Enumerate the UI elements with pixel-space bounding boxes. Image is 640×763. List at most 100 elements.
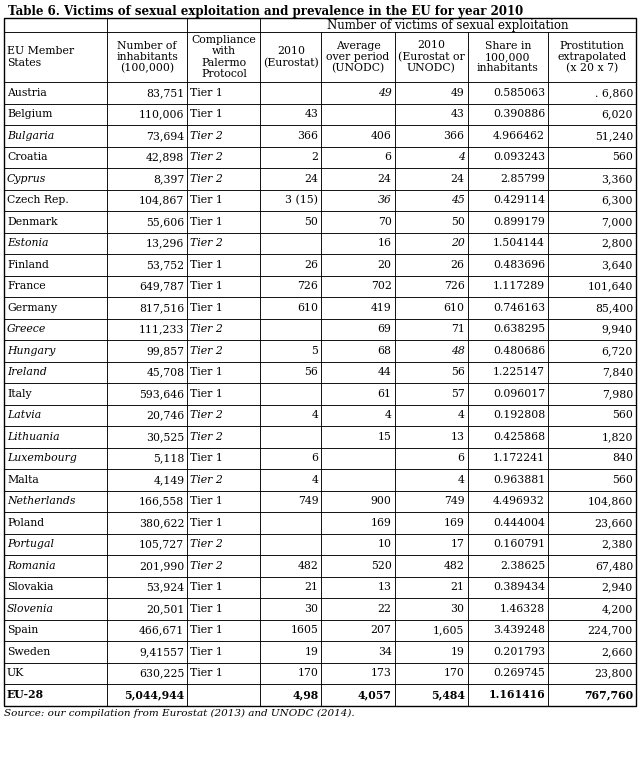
Bar [468,168,548,189]
Bar [4,211,107,233]
Text: 21: 21 [305,582,319,592]
Text: 4,149: 4,149 [153,475,184,485]
Bar [548,340,636,362]
Bar [394,555,468,577]
Bar [260,598,321,620]
Text: Tier 1: Tier 1 [190,195,223,205]
Text: 0.093243: 0.093243 [493,153,545,163]
Bar [321,555,394,577]
Text: 0.201793: 0.201793 [493,647,545,657]
Bar [468,82,548,104]
Bar [321,641,394,662]
Text: 83,751: 83,751 [146,88,184,98]
Text: 2.85799: 2.85799 [500,174,545,184]
Text: 51,240: 51,240 [595,130,633,140]
Text: 482: 482 [444,561,465,571]
Text: 19: 19 [305,647,319,657]
Text: 1.46328: 1.46328 [500,604,545,613]
Text: Poland: Poland [7,518,44,528]
Text: 49: 49 [378,88,392,98]
Text: 4: 4 [312,410,319,420]
Bar [548,318,636,340]
Bar [394,662,468,684]
Text: 593,646: 593,646 [140,389,184,399]
Bar [548,297,636,318]
Text: 380,622: 380,622 [139,518,184,528]
Bar [107,318,188,340]
Bar [548,146,636,168]
Text: 30: 30 [451,604,465,613]
Bar [260,168,321,189]
Bar [468,598,548,620]
Bar [394,426,468,448]
Bar [468,512,548,533]
Text: 1.161416: 1.161416 [488,689,545,700]
Bar [107,491,188,512]
Text: Tier 1: Tier 1 [190,453,223,463]
Text: 6,300: 6,300 [602,195,633,205]
Text: Bulgaria: Bulgaria [7,130,54,140]
Bar [4,491,107,512]
Bar [4,620,107,641]
Bar [468,146,548,168]
Text: 630,225: 630,225 [139,668,184,678]
Bar [260,275,321,297]
Bar [260,383,321,404]
Bar [548,684,636,706]
Bar [394,684,468,706]
Bar [468,533,548,555]
Bar [107,577,188,598]
Text: Tier 1: Tier 1 [190,367,223,377]
Text: Luxembourg: Luxembourg [7,453,77,463]
Bar [188,146,260,168]
Text: 726: 726 [298,282,319,291]
Bar [394,189,468,211]
Bar [321,168,394,189]
Text: 0.390886: 0.390886 [493,109,545,119]
Text: 17: 17 [451,539,465,549]
Text: 13: 13 [378,582,392,592]
Bar [188,32,260,82]
Bar [188,598,260,620]
Bar [321,233,394,254]
Text: 173: 173 [371,668,392,678]
Text: 61: 61 [378,389,392,399]
Bar [394,404,468,426]
Bar [4,168,107,189]
Text: Tier 1: Tier 1 [190,582,223,592]
Text: 4: 4 [458,153,465,163]
Bar [260,448,321,469]
Text: 1,820: 1,820 [602,432,633,442]
Bar [321,146,394,168]
Text: 166,558: 166,558 [139,496,184,506]
Text: 2: 2 [312,153,319,163]
Text: 366: 366 [298,130,319,140]
Bar [394,598,468,620]
Text: 0.444004: 0.444004 [493,518,545,528]
Bar [394,318,468,340]
Bar [548,641,636,662]
Text: 105,727: 105,727 [140,539,184,549]
Text: Tier 2: Tier 2 [190,174,223,184]
Text: 50: 50 [305,217,319,227]
Bar [107,104,188,125]
Text: Croatia: Croatia [7,153,47,163]
Bar [468,32,548,82]
Bar [188,340,260,362]
Bar [260,211,321,233]
Text: 170: 170 [298,668,319,678]
Bar [468,318,548,340]
Text: 16: 16 [378,238,392,248]
Text: Tier 1: Tier 1 [190,496,223,506]
Text: 4: 4 [385,410,392,420]
Text: Source: our compilation from Eurostat (2013) and UNODC (2014).: Source: our compilation from Eurostat (2… [4,709,355,718]
Bar [394,469,468,491]
Text: 30: 30 [305,604,319,613]
Text: 2,380: 2,380 [602,539,633,549]
Bar [188,641,260,662]
Bar [321,254,394,275]
Bar [107,254,188,275]
Bar [188,426,260,448]
Text: 73,694: 73,694 [146,130,184,140]
Text: 0.638295: 0.638295 [493,324,545,334]
